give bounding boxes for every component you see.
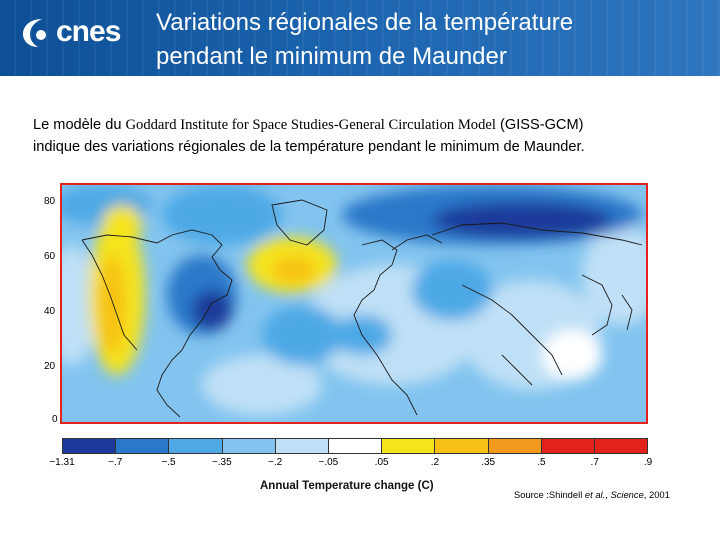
color-bar-tick: .7 (590, 457, 599, 468)
temperature-map (60, 183, 648, 424)
color-bar-tick: −.35 (211, 457, 232, 468)
color-bar (62, 438, 648, 454)
color-bar-segment (328, 439, 383, 453)
model-name: Goddard Institute for Space Studies-Gene… (125, 117, 496, 133)
title-line-1: Variations régionales de la température (156, 9, 574, 36)
source-prefix: Source :Shindell (514, 489, 585, 500)
cnes-logo: cnes (20, 12, 121, 52)
color-bar-tick: .5 (537, 457, 546, 468)
source-year: , 2001 (643, 489, 670, 500)
header-band (0, 0, 720, 78)
y-tick-80: 80 (44, 196, 56, 207)
logo-text: cnes (56, 15, 121, 48)
intro-text-2: (GISS-GCM) (495, 117, 584, 133)
y-tick-40: 40 (44, 306, 56, 317)
cnes-swoosh-icon (23, 19, 46, 47)
source-journal: Science (610, 489, 644, 500)
intro-text-1: Le modèle du (33, 117, 126, 133)
source-citation: Source :Shindell et al., Science, 2001 (514, 489, 670, 500)
header-divider (0, 76, 720, 78)
y-tick-60: 60 (44, 251, 56, 262)
color-bar-segment (116, 439, 170, 453)
y-tick-0: 0 (52, 414, 58, 425)
header-texture (0, 0, 720, 78)
color-bar-tick: .05 (374, 457, 389, 468)
intro-paragraph: Le modèle du Goddard Institute for Space… (33, 114, 713, 158)
header: cnes Variations régionales de la tempéra… (0, 0, 720, 78)
color-bar-segment (382, 439, 436, 453)
color-bar-segment (169, 439, 223, 453)
color-bar-segment (222, 439, 276, 453)
color-bar-segment (63, 439, 117, 453)
y-tick-20: 20 (44, 361, 56, 372)
color-bar-tick: −.5 (161, 457, 176, 468)
color-bar-tick: −.2 (267, 457, 283, 468)
color-bar-segment (275, 439, 329, 453)
color-bar-tick: .35 (481, 457, 496, 468)
color-bar-segment (488, 439, 542, 453)
intro-text-3: indique des variations régionales de la … (33, 139, 585, 155)
source-etal: et al. (584, 489, 606, 500)
temperature-anomaly-map (62, 185, 646, 422)
color-bar-segment (435, 439, 489, 453)
page-title: Variations régionales de la température … (156, 6, 716, 74)
color-bar-label: Annual Temperature change (C) (260, 480, 434, 492)
color-bar-tick: −1.31 (49, 457, 75, 468)
coastlines (81, 199, 643, 418)
color-bar-tick: −.7 (108, 457, 123, 468)
color-bar-tick: .9 (643, 457, 653, 468)
color-bar-tick: .2 (430, 457, 440, 468)
color-bar-segment (594, 439, 648, 453)
color-bar-segment (541, 439, 595, 453)
color-bar-tick: −.05 (318, 457, 339, 468)
source-mid: , (605, 489, 611, 500)
title-line-2: pendant le minimum de Maunder (156, 43, 507, 70)
